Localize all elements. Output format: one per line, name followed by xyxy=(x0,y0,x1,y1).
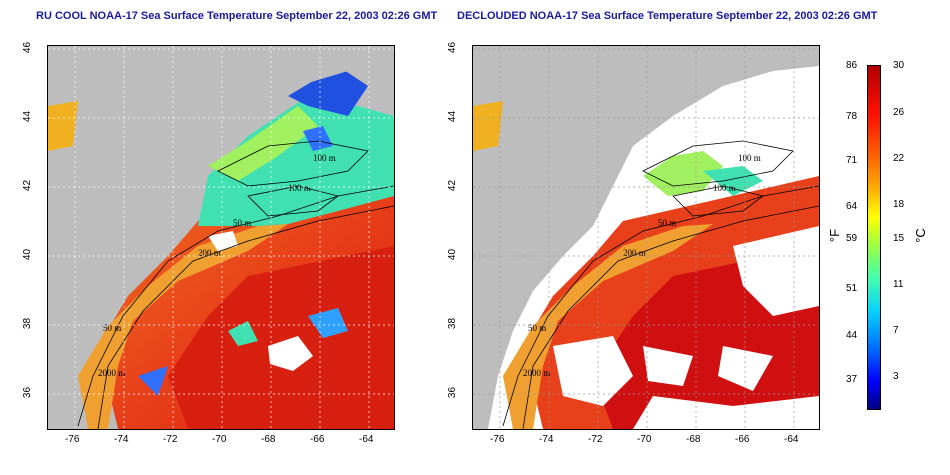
celsius-tick: 18 xyxy=(893,199,905,210)
declouded-sst-map: 100 m 100 m 50 m 200 m 50 m 2000 m xyxy=(472,45,820,430)
fahrenheit-tick: 44 xyxy=(846,330,858,341)
contour-label: 100 m xyxy=(313,153,336,163)
left-map-title: RU COOL NOAA-17 Sea Surface Temperature … xyxy=(36,10,438,22)
contour-label: 200 m xyxy=(198,248,221,258)
contour-label: 100 m xyxy=(288,183,311,193)
contour-label: 50 m xyxy=(528,323,546,333)
celsius-unit-label: °C xyxy=(912,228,928,243)
y-tick: 40 xyxy=(447,248,459,261)
celsius-tick: 22 xyxy=(893,153,905,164)
x-tick: -74 xyxy=(114,434,129,445)
celsius-tick: 7 xyxy=(893,325,899,336)
y-tick: 38 xyxy=(447,317,459,330)
x-tick: -66 xyxy=(735,434,750,445)
y-tick: 36 xyxy=(447,386,459,399)
fahrenheit-unit-label: °F xyxy=(827,228,843,243)
contour-label: 2000 m xyxy=(98,368,125,378)
x-tick: -64 xyxy=(784,434,799,445)
fahrenheit-tick: 37 xyxy=(846,374,858,385)
x-tick: -68 xyxy=(261,434,276,445)
y-tick: 46 xyxy=(22,41,34,54)
fahrenheit-tick: 59 xyxy=(846,233,858,244)
contour-label: 2000 m xyxy=(523,368,550,378)
y-tick: 42 xyxy=(447,179,459,192)
x-tick: -76 xyxy=(65,434,80,445)
fahrenheit-tick: 51 xyxy=(846,283,858,294)
right-map-title: DECLOUDED NOAA-17 Sea Surface Temperatur… xyxy=(457,10,878,22)
y-tick: 38 xyxy=(22,317,34,330)
fahrenheit-tick: 64 xyxy=(846,201,858,212)
celsius-tick: 15 xyxy=(893,233,905,244)
celsius-tick: 26 xyxy=(893,107,905,118)
contour-label: 50 m xyxy=(233,218,251,228)
contour-label: 200 m xyxy=(623,248,646,258)
y-tick: 44 xyxy=(447,110,459,123)
x-tick: -68 xyxy=(686,434,701,445)
contour-label: 50 m xyxy=(103,323,121,333)
temperature-colorbar xyxy=(867,65,881,410)
fahrenheit-tick: 71 xyxy=(846,155,858,166)
x-tick: -74 xyxy=(539,434,554,445)
celsius-tick: 30 xyxy=(893,60,905,71)
y-tick: 36 xyxy=(22,386,34,399)
x-tick: -70 xyxy=(212,434,227,445)
y-tick: 40 xyxy=(22,248,34,261)
raw-sst-map: 100 m 100 m 50 m 200 m 50 m 2000 m xyxy=(47,45,395,430)
y-tick: 46 xyxy=(447,41,459,54)
celsius-tick: 3 xyxy=(893,371,899,382)
fahrenheit-tick: 86 xyxy=(846,60,858,71)
contour-label: 100 m xyxy=(738,153,761,163)
contour-label: 100 m xyxy=(713,183,736,193)
x-tick: -70 xyxy=(637,434,652,445)
x-tick: -76 xyxy=(490,434,505,445)
y-tick: 44 xyxy=(22,110,34,123)
x-tick: -72 xyxy=(588,434,603,445)
x-tick: -72 xyxy=(163,434,178,445)
celsius-tick: 11 xyxy=(893,279,904,290)
x-tick: -66 xyxy=(310,434,325,445)
contour-label: 50 m xyxy=(658,218,676,228)
x-tick: -64 xyxy=(359,434,374,445)
y-tick: 42 xyxy=(22,179,34,192)
fahrenheit-tick: 78 xyxy=(846,111,858,122)
